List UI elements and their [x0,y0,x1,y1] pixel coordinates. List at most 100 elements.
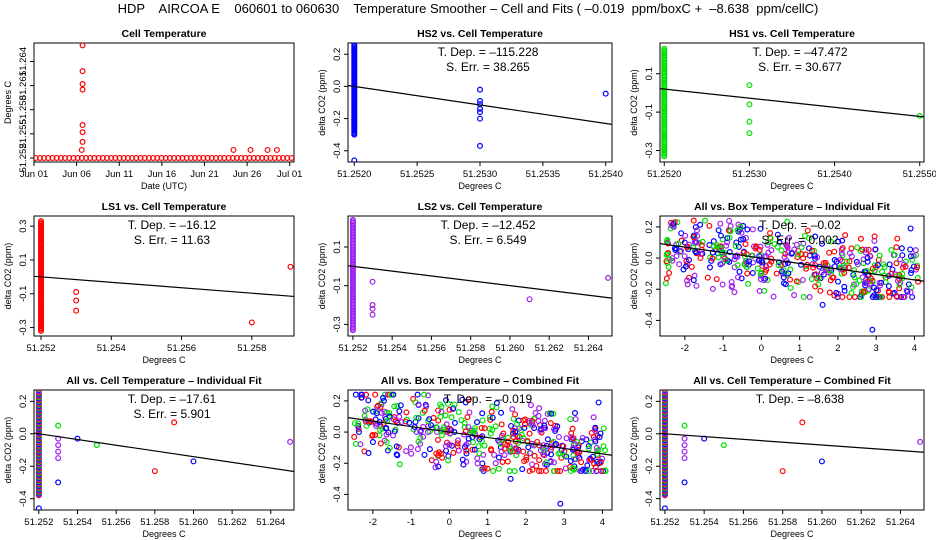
data-point [839,294,846,301]
data-point [454,440,461,447]
data-point [859,246,866,253]
data-point [463,447,470,454]
data-point [746,130,753,137]
data-point [799,276,806,283]
data-point [263,154,270,161]
x-axis-label: Degrees C [142,355,186,365]
data-point [589,453,596,460]
data-point [749,226,756,233]
x-tick-label: 51.252 [338,343,367,354]
fit-line [348,265,612,299]
data-point [513,452,520,459]
data-point [444,400,451,407]
plot-frame [347,389,613,511]
data-point [749,269,756,276]
data-point [738,275,745,282]
data-point [183,154,190,161]
data-point [787,276,794,283]
data-point [523,456,530,463]
data-point [259,154,266,161]
data-point [435,407,442,414]
data-point [479,460,486,467]
x-tick-label: 51.2530 [732,169,766,180]
data-point [527,402,534,409]
x-tick-label: 2 [523,517,528,528]
x-tick-label: -1 [407,517,415,528]
data-point [463,450,470,457]
data-point [369,305,376,312]
x-tick-label: 51.2520 [647,169,681,180]
data-point [592,424,599,431]
data-point [896,285,903,292]
x-axis-label: Degrees C [458,529,502,539]
data-point [421,407,428,414]
data-point [229,154,236,161]
y-tick-label: 51.261 [18,71,29,100]
data-point [87,154,94,161]
data-point [663,275,670,282]
data-point [582,468,589,475]
data-point [70,154,77,161]
plot-all-vs-box-individual: All vs. Box Temperature – Individual Fit… [629,201,925,365]
data-point [508,422,515,429]
data-point [715,227,722,234]
data-point [600,425,607,432]
data-point [436,449,443,456]
data-point [699,238,706,245]
data-point [778,247,785,254]
data-point [592,427,599,434]
data-point [694,232,701,239]
data-point [248,319,255,326]
data-point [415,438,422,445]
x-tick-label: 51.258 [768,517,797,528]
data-point [543,459,550,466]
x-tick-label: 51.254 [378,343,407,354]
y-tick-label: -0.4 [644,490,655,506]
data-point [897,256,904,263]
fit-line [660,88,924,118]
x-tick-label: 2 [835,343,840,354]
data-point [415,401,422,408]
data-point [78,154,85,161]
data-point [162,154,169,161]
data-point [108,154,115,161]
y-axis-label: delta CO2 (ppm) [317,69,327,136]
data-point [871,233,878,240]
data-point [512,411,519,418]
plot-title: All vs. Cell Temperature – Combined Fit [693,375,891,387]
data-point [477,86,484,93]
data-point [744,226,751,233]
data-point [572,441,579,448]
data-point [464,414,471,421]
data-point [726,249,733,256]
x-tick-label: 3 [562,517,567,528]
data-point [477,142,484,149]
data-point [500,430,507,437]
data-point [910,253,917,260]
data-point [470,439,477,446]
data-point [784,218,791,225]
plot-title: Cell Temperature [122,28,207,40]
data-point [776,259,783,266]
x-tick-label: 1 [485,517,490,528]
data-point [536,457,543,464]
plot-title: LS1 vs. Cell Temperature [102,201,227,213]
data-point [112,154,119,161]
data-point [53,154,60,161]
data-point [426,416,433,423]
x-tick-label: Jun 01 [20,169,49,180]
annotation-text: S. Err. = 11.63 [134,233,210,247]
data-point [851,294,858,301]
data-point [729,282,736,289]
data-point [671,219,678,226]
data-point [454,437,461,444]
y-axis-label: delta CO2 (ppm) [317,417,327,484]
data-point [462,428,469,435]
data-point [862,282,869,289]
data-point [592,438,599,445]
data-point [794,254,801,261]
x-tick-label: 4 [912,343,917,354]
data-point [869,294,876,301]
data-point [681,448,688,455]
x-tick-label: Jun 06 [62,169,91,180]
